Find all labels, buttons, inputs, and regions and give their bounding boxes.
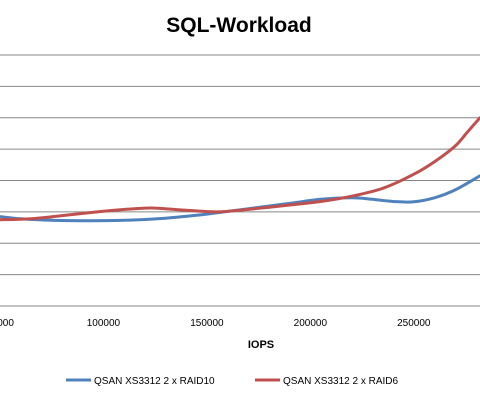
x-tick-label: 200000 — [294, 318, 328, 329]
x-tick-labels: 50000 100000 150000 200000 250000 — [0, 318, 431, 329]
series-line-2 — [0, 116, 480, 222]
legend-label-2: QSAN XS3312 2 x RAID6 — [283, 376, 398, 387]
series-line-1 — [0, 174, 480, 223]
x-tick-label: 50000 — [0, 318, 14, 329]
x-tick-label: 150000 — [190, 318, 224, 329]
x-tick-label: 250000 — [397, 318, 431, 329]
legend: QSAN XS3312 2 x RAID10 QSAN XS3312 2 x RA… — [66, 376, 398, 387]
x-axis-label: IOPS — [248, 339, 274, 351]
gridlines — [0, 54, 480, 276]
legend-label-1: QSAN XS3312 2 x RAID10 — [94, 376, 215, 387]
series-lines — [0, 116, 480, 223]
chart-title: SQL-Workload — [166, 14, 311, 37]
x-tick-label: 100000 — [87, 318, 121, 329]
